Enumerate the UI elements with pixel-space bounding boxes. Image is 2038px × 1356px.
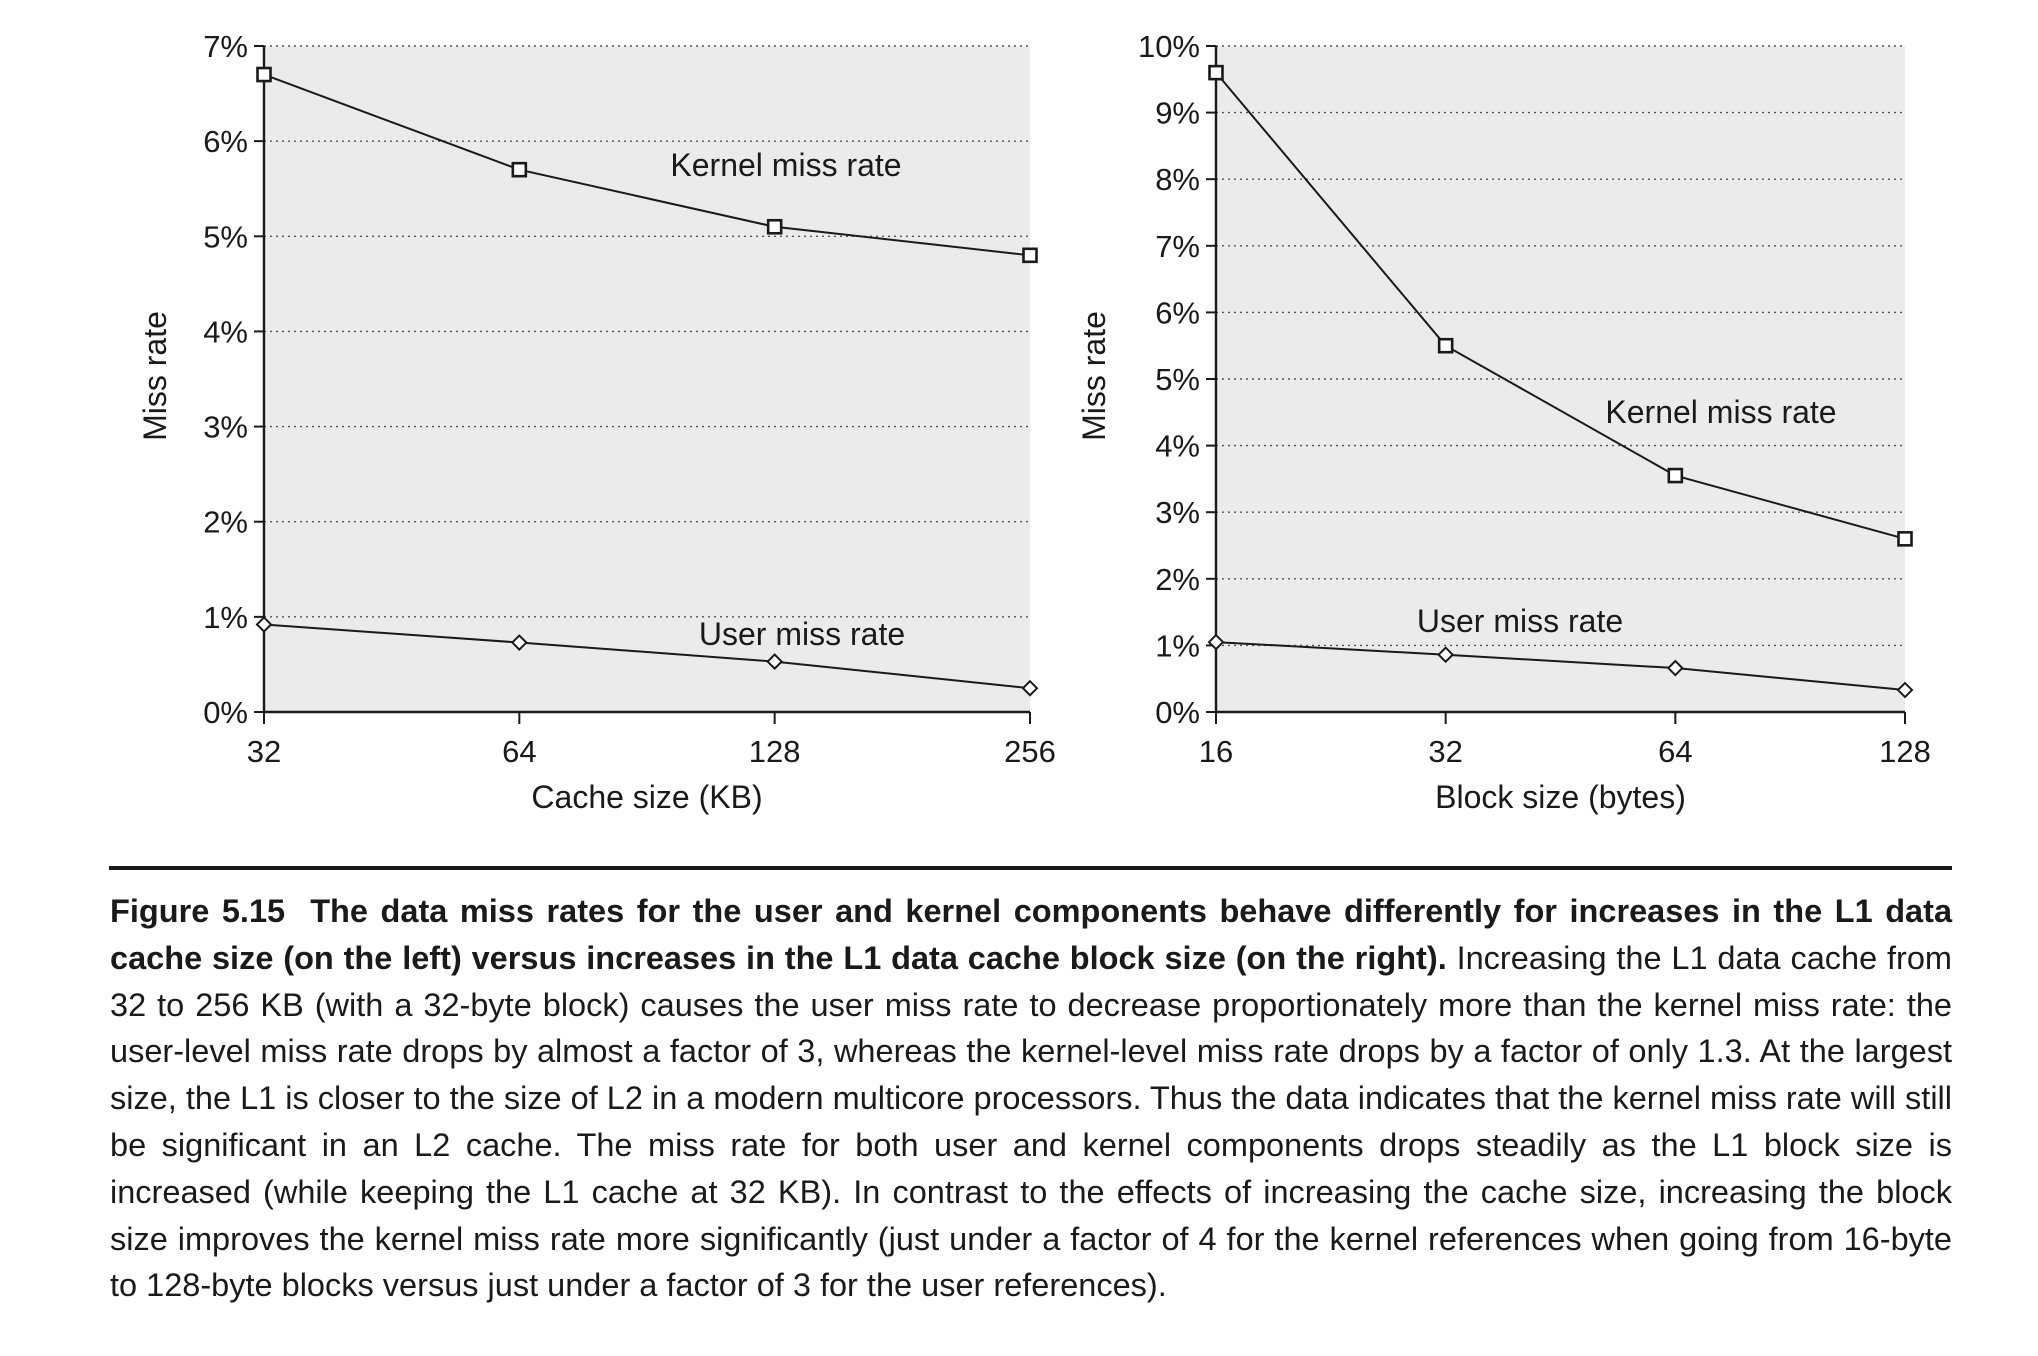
y-tick-label: 9% <box>1155 96 1200 131</box>
plot-area <box>264 46 1030 712</box>
chart-panel-2: 0% 1% 2% 3% 4% 5% 6% 7% 8% 9% 10% 16 32 64 128 Block si… <box>1076 29 1931 815</box>
data-point-diamond <box>510 634 528 651</box>
data-point-diamond <box>255 616 273 633</box>
y-tick-label: 7% <box>203 29 248 64</box>
data-point-diamond <box>1896 681 1914 699</box>
data-point-diamond <box>1021 679 1039 697</box>
y-tick-label: 7% <box>1155 229 1200 264</box>
y-tick-label: 8% <box>1155 162 1200 197</box>
y-tick-label: 0% <box>1155 695 1200 730</box>
data-point-diamond <box>1666 659 1684 677</box>
series-label: User miss rate <box>1417 603 1623 639</box>
chart-panel-1: 0% 1% 2% 3% 4% 5% 6% 7% 32 64 128 256 Cache size (KB… <box>137 29 1056 815</box>
x-tick-label: 64 <box>1658 734 1692 769</box>
series-line <box>1215 641 1906 692</box>
x-tick-label: 32 <box>1428 734 1462 769</box>
x-axis-label: Cache size (KB) <box>531 779 762 815</box>
y-tick-label: 0% <box>203 695 248 730</box>
y-tick-label: 1% <box>1155 628 1200 663</box>
data-point-diamond <box>1207 633 1225 651</box>
data-point-square <box>766 218 783 235</box>
x-axis-label: Block size (bytes) <box>1435 779 1686 815</box>
series-label: Kernel miss rate <box>1605 394 1836 430</box>
y-tick-label: 3% <box>1155 495 1200 530</box>
y-tick-label: 2% <box>1155 562 1200 597</box>
x-tick-label: 64 <box>502 734 536 769</box>
data-point-square <box>256 66 272 83</box>
y-tick-label: 1% <box>203 600 248 635</box>
data-point-square <box>1897 531 1913 547</box>
data-point-square <box>511 161 528 178</box>
series-user-miss-rate: User miss rate <box>255 616 1039 697</box>
y-tick-label: 4% <box>1155 429 1200 464</box>
y-tick-label: 6% <box>1155 295 1200 330</box>
y-tick-label: 5% <box>203 219 248 254</box>
y-axis-label: Miss rate <box>1076 311 1112 441</box>
figure-caption: Figure 5.15 The data miss rates for the … <box>110 888 1952 1309</box>
y-tick-label: 6% <box>203 124 248 159</box>
data-point-square <box>1208 64 1224 81</box>
charts-figure: 0% 1% 2% 3% 4% 5% 6% 7% 32 64 128 256 Cache size (KB… <box>137 29 1931 815</box>
data-point-diamond <box>1437 646 1455 664</box>
y-axis-label: Miss rate <box>137 311 173 441</box>
y-tick-label: 5% <box>1155 362 1200 397</box>
x-tick-label: 128 <box>749 734 801 769</box>
series-label: Kernel miss rate <box>670 147 901 183</box>
y-tick-label: 3% <box>203 410 248 445</box>
data-point-square <box>1667 467 1684 484</box>
y-tick-label: 2% <box>203 505 248 540</box>
caption-rule <box>109 866 1952 870</box>
y-tick-label: 4% <box>203 314 248 349</box>
x-tick-label: 256 <box>1004 734 1056 769</box>
y-tick-label: 10% <box>1138 29 1200 64</box>
series-line <box>1215 71 1906 540</box>
series-kernel-miss-rate: Kernel miss rate <box>1208 64 1913 547</box>
x-tick-label: 32 <box>247 734 281 769</box>
series-line <box>263 623 1031 690</box>
x-tick-label: 16 <box>1199 734 1233 769</box>
data-point-diamond <box>766 653 784 670</box>
series-label: User miss rate <box>699 616 905 652</box>
series-user-miss-rate: User miss rate <box>1207 603 1914 699</box>
data-point-square <box>1022 247 1038 264</box>
x-tick-label: 128 <box>1879 734 1931 769</box>
data-point-square <box>1437 337 1454 354</box>
caption-label: Figure 5.15 <box>110 893 286 929</box>
caption-body: Increasing the L1 data cache from 32 to … <box>110 939 1953 1304</box>
series-line <box>263 73 1031 257</box>
caption-lead: The data miss rates for the user and ker… <box>110 893 1953 976</box>
series-kernel-miss-rate: Kernel miss rate <box>256 66 1038 264</box>
